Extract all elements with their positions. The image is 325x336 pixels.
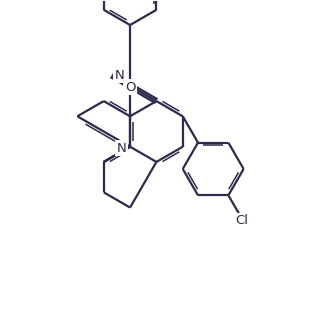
Text: N: N: [117, 142, 126, 155]
Text: N: N: [115, 69, 124, 82]
Text: O: O: [125, 81, 135, 94]
Text: Cl: Cl: [236, 214, 249, 227]
